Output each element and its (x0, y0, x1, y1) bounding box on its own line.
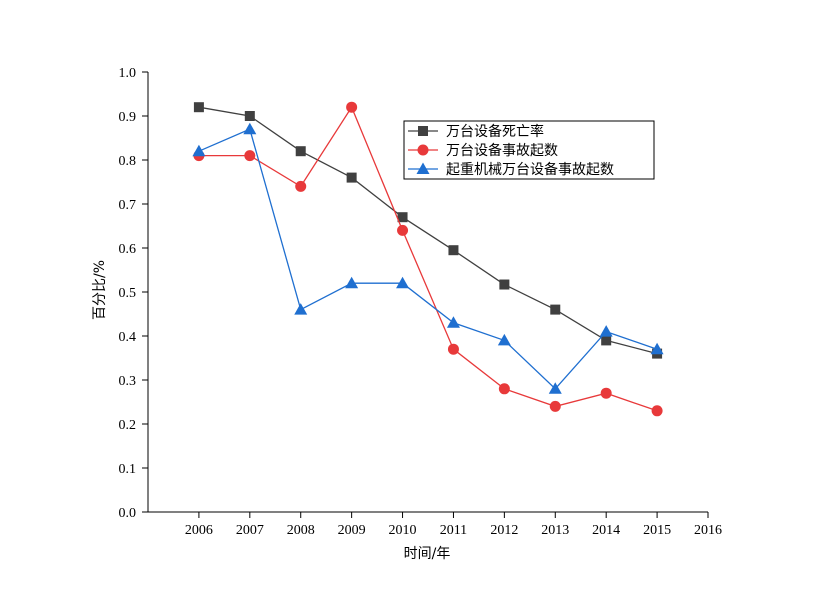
data-point-triangle (497, 333, 511, 346)
y-tick-label: 0.9 (119, 110, 137, 125)
data-point-circle (295, 180, 307, 192)
y-tick-label: 0.0 (119, 506, 137, 521)
y-tick-label: 0.6 (119, 242, 137, 257)
series-line (198, 106, 658, 355)
axes (142, 71, 709, 518)
data-point-triangle (396, 276, 410, 289)
y-tick-label: 0.2 (119, 418, 137, 433)
data-point-triangle (345, 276, 359, 289)
legend-item: 万台设备死亡率 (408, 123, 544, 140)
tick-labels: 0.0 0.1 0.2 0.3 0.4 0.5 0.6 0.7 0.8 0.9 1.0 2006 200… (119, 66, 723, 538)
x-tick-label: 2010 (389, 523, 417, 538)
x-tick-label: 2013 (541, 523, 569, 538)
x-tick-label: 2008 (287, 523, 315, 538)
data-point-triangle (446, 316, 460, 328)
data-point-circle (417, 144, 429, 156)
y-tick-label: 0.7 (119, 198, 137, 213)
data-point-triangle (243, 122, 257, 135)
data-point-circle (600, 387, 612, 399)
data-point-circle (651, 405, 663, 417)
data-point-circle (244, 150, 256, 162)
data-point-triangle (548, 382, 562, 394)
x-tick-label: 2007 (236, 523, 264, 538)
x-tick-label: 2015 (643, 523, 671, 538)
series-group (192, 101, 664, 417)
y-tick-label: 0.8 (119, 154, 137, 169)
data-point-square (193, 102, 204, 113)
series-line (198, 128, 658, 390)
data-point-triangle (416, 162, 430, 174)
x-tick-label: 2009 (338, 523, 366, 538)
x-tick-label: 2014 (592, 523, 620, 538)
x-tick-label: 2006 (185, 523, 213, 538)
data-point-circle (447, 343, 459, 355)
data-point-square (601, 335, 612, 346)
legend-label: 万台设备事故起数 (446, 142, 558, 159)
y-tick-label: 0.4 (119, 330, 137, 345)
data-point-circle (346, 101, 358, 113)
series-line (198, 105, 658, 412)
y-tick-label: 0.5 (119, 286, 137, 301)
data-point-triangle (192, 144, 206, 157)
y-tick-label: 0.1 (119, 462, 137, 477)
data-point-square (295, 146, 306, 157)
data-point-triangle (650, 342, 664, 355)
data-point-square (550, 304, 561, 315)
y-axis-title: 百分比/% (92, 260, 108, 320)
data-point-square (397, 212, 408, 223)
data-point-square (244, 111, 255, 121)
data-point-circle (397, 224, 409, 236)
series-2 (193, 101, 663, 417)
legend-label: 万台设备死亡率 (446, 123, 544, 140)
legend-item: 万台设备事故起数 (408, 142, 558, 159)
data-point-square (346, 172, 357, 183)
legend-item: 起重机械万台设备事故起数 (408, 161, 614, 178)
x-axis-title: 时间/年 (404, 546, 451, 562)
data-point-triangle (294, 303, 308, 315)
data-point-square (448, 245, 459, 256)
y-tick-label: 1.0 (119, 66, 137, 81)
y-tick-label: 0.3 (119, 374, 137, 389)
data-point-triangle (599, 325, 613, 337)
data-point-circle (498, 383, 510, 395)
data-point-circle (549, 400, 561, 412)
legend-box (403, 120, 655, 180)
x-tick-label: 2011 (440, 523, 467, 538)
data-point-square (499, 279, 510, 290)
x-tick-label: 2016 (694, 523, 722, 538)
series-3 (192, 122, 664, 394)
x-tick-label: 2012 (490, 523, 518, 538)
data-point-square (418, 126, 428, 136)
legend-label: 起重机械万台设备事故起数 (446, 161, 614, 178)
